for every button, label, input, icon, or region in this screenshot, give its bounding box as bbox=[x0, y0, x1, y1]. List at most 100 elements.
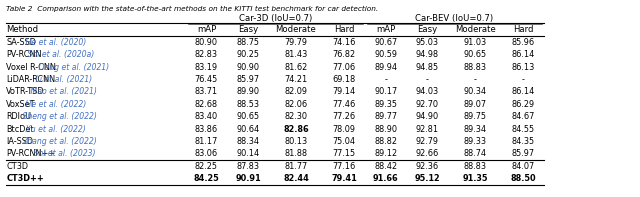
Text: 82.83: 82.83 bbox=[195, 50, 218, 59]
Text: 94.03: 94.03 bbox=[415, 87, 439, 96]
Text: 92.70: 92.70 bbox=[416, 100, 438, 109]
Text: 77.06: 77.06 bbox=[332, 63, 356, 72]
Text: 89.75: 89.75 bbox=[464, 112, 486, 121]
Text: 81.77: 81.77 bbox=[284, 162, 308, 171]
Text: 74.21: 74.21 bbox=[284, 75, 308, 84]
Text: 92.66: 92.66 bbox=[415, 150, 439, 158]
Text: 83.71: 83.71 bbox=[195, 87, 218, 96]
Text: 89.33: 89.33 bbox=[464, 137, 486, 146]
Text: 84.25: 84.25 bbox=[193, 174, 220, 183]
Text: 90.65: 90.65 bbox=[236, 112, 260, 121]
Text: 79.79: 79.79 bbox=[285, 38, 307, 47]
Text: CT3D++: CT3D++ bbox=[6, 174, 44, 183]
Text: RDIoU: RDIoU bbox=[6, 112, 31, 121]
Text: 92.79: 92.79 bbox=[416, 137, 438, 146]
Text: Li et al. (2021): Li et al. (2021) bbox=[33, 75, 92, 84]
Text: 95.12: 95.12 bbox=[414, 174, 440, 183]
Text: Shi et al. (2020a): Shi et al. (2020a) bbox=[25, 50, 95, 59]
Text: VoxSeT: VoxSeT bbox=[6, 100, 36, 109]
Text: 82.68: 82.68 bbox=[195, 100, 218, 109]
Text: 83.06: 83.06 bbox=[195, 150, 218, 158]
Text: 85.97: 85.97 bbox=[512, 150, 534, 158]
Text: 74.16: 74.16 bbox=[332, 38, 356, 47]
Text: Moderate: Moderate bbox=[455, 25, 495, 34]
Text: Car-3D (IoU=0.7): Car-3D (IoU=0.7) bbox=[239, 14, 312, 23]
Text: 77.46: 77.46 bbox=[332, 100, 356, 109]
Text: -: - bbox=[474, 75, 477, 84]
Text: 90.25: 90.25 bbox=[237, 50, 259, 59]
Text: 94.85: 94.85 bbox=[415, 63, 439, 72]
Text: 84.07: 84.07 bbox=[511, 162, 535, 171]
Text: PV-RCNN++: PV-RCNN++ bbox=[6, 150, 56, 158]
Text: Easy: Easy bbox=[238, 25, 258, 34]
Text: 92.36: 92.36 bbox=[415, 162, 439, 171]
Text: 81.62: 81.62 bbox=[284, 63, 308, 72]
Text: 90.67: 90.67 bbox=[374, 38, 397, 47]
Text: 91.66: 91.66 bbox=[372, 174, 399, 183]
Text: 91.03: 91.03 bbox=[463, 38, 487, 47]
Text: 81.88: 81.88 bbox=[284, 150, 308, 158]
Text: 80.13: 80.13 bbox=[284, 137, 308, 146]
Text: Xu et al. (2022): Xu et al. (2022) bbox=[22, 125, 85, 134]
Text: 92.81: 92.81 bbox=[415, 125, 439, 134]
Text: 90.64: 90.64 bbox=[236, 125, 260, 134]
Text: 82.86: 82.86 bbox=[283, 125, 309, 134]
Text: 79.41: 79.41 bbox=[331, 174, 357, 183]
Text: 85.97: 85.97 bbox=[237, 75, 259, 84]
Text: 86.29: 86.29 bbox=[511, 100, 535, 109]
Text: 82.06: 82.06 bbox=[284, 100, 308, 109]
Text: Shi et al. (2023): Shi et al. (2023) bbox=[31, 150, 95, 158]
Text: 78.09: 78.09 bbox=[333, 125, 355, 134]
Text: 89.34: 89.34 bbox=[463, 125, 487, 134]
Text: 76.45: 76.45 bbox=[195, 75, 218, 84]
Text: 87.83: 87.83 bbox=[237, 162, 259, 171]
Text: LiDAR-RCNN: LiDAR-RCNN bbox=[6, 75, 56, 84]
Text: 89.94: 89.94 bbox=[374, 63, 397, 72]
Text: -: - bbox=[522, 75, 525, 84]
Text: 86.14: 86.14 bbox=[511, 50, 535, 59]
Text: -: - bbox=[426, 75, 429, 84]
Text: 89.90: 89.90 bbox=[237, 87, 259, 96]
Text: 88.53: 88.53 bbox=[237, 100, 259, 109]
Text: Hard: Hard bbox=[333, 25, 355, 34]
Text: 89.77: 89.77 bbox=[374, 112, 397, 121]
Text: Zhang et al. (2022): Zhang et al. (2022) bbox=[22, 137, 97, 146]
Text: 86.14: 86.14 bbox=[511, 87, 535, 96]
Text: Sheng et al. (2022): Sheng et al. (2022) bbox=[20, 112, 97, 121]
Text: 81.43: 81.43 bbox=[284, 50, 308, 59]
Text: 80.90: 80.90 bbox=[195, 38, 218, 47]
Text: 94.90: 94.90 bbox=[415, 112, 439, 121]
Text: VoTR-TSD: VoTR-TSD bbox=[6, 87, 45, 96]
Text: 88.42: 88.42 bbox=[374, 162, 397, 171]
Text: 83.19: 83.19 bbox=[195, 63, 218, 72]
Text: Voxel R-CNN: Voxel R-CNN bbox=[6, 63, 56, 72]
Text: 94.98: 94.98 bbox=[415, 50, 439, 59]
Text: 86.13: 86.13 bbox=[511, 63, 535, 72]
Text: Deng et al. (2021): Deng et al. (2021) bbox=[36, 63, 109, 72]
Text: 89.35: 89.35 bbox=[374, 100, 397, 109]
Text: 79.14: 79.14 bbox=[332, 87, 356, 96]
Text: 82.44: 82.44 bbox=[283, 174, 309, 183]
Text: 90.34: 90.34 bbox=[463, 87, 487, 96]
Text: 90.17: 90.17 bbox=[374, 87, 397, 96]
Text: 76.82: 76.82 bbox=[332, 50, 356, 59]
Text: BtcDet: BtcDet bbox=[6, 125, 34, 134]
Text: Table 2  Comparison with the state-of-the-art methods on the KITTI test benchmar: Table 2 Comparison with the state-of-the… bbox=[6, 6, 379, 12]
Text: 77.26: 77.26 bbox=[332, 112, 356, 121]
Text: 83.86: 83.86 bbox=[195, 125, 218, 134]
Text: 90.59: 90.59 bbox=[374, 50, 397, 59]
Text: Moderate: Moderate bbox=[276, 25, 316, 34]
Text: 88.82: 88.82 bbox=[374, 137, 397, 146]
Text: 69.18: 69.18 bbox=[332, 75, 356, 84]
Text: 91.35: 91.35 bbox=[463, 174, 488, 183]
Text: He et al. (2022): He et al. (2022) bbox=[22, 100, 86, 109]
Text: 85.96: 85.96 bbox=[511, 38, 535, 47]
Text: 89.07: 89.07 bbox=[464, 100, 486, 109]
Text: 84.55: 84.55 bbox=[511, 125, 535, 134]
Text: mAP: mAP bbox=[196, 25, 216, 34]
Text: IA-SSD: IA-SSD bbox=[6, 137, 33, 146]
Text: 88.83: 88.83 bbox=[464, 63, 486, 72]
Text: 82.25: 82.25 bbox=[195, 162, 218, 171]
Text: mAP: mAP bbox=[376, 25, 396, 34]
Text: Hard: Hard bbox=[513, 25, 534, 34]
